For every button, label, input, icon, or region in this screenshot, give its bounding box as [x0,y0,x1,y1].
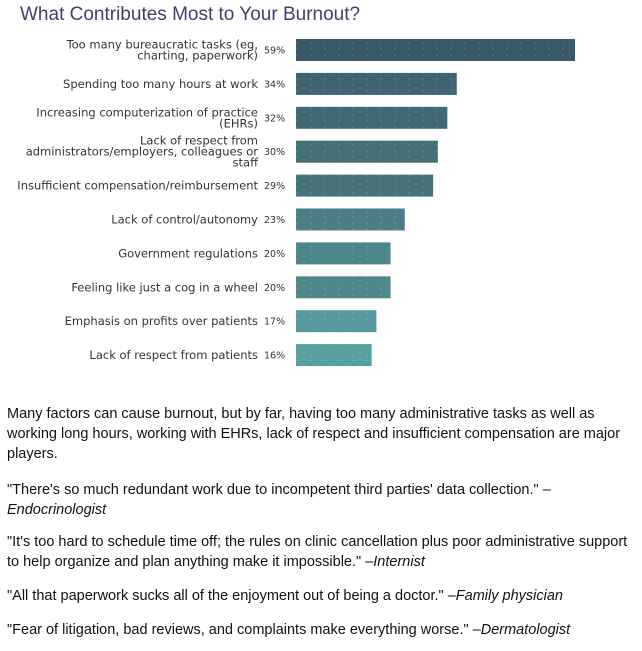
category-label-3: Increasing computerization of practice (E… [36,105,258,130]
value-label-4: 30% [264,147,285,158]
bar-texture-1 [296,39,575,61]
category-label-10: Lack of respect from patients [89,348,258,362]
bar-texture-3 [296,106,448,129]
category-label-1: Too many bureaucratic tasks (eg, charting… [66,38,258,63]
value-label-1: 59% [264,46,285,57]
bar-texture-4 [296,140,438,163]
quote-attribution: –Family physician [447,588,563,604]
quote-text: "It's too hard to schedule time off; the… [7,534,628,570]
bar-texture-10 [296,344,372,367]
bar-texture-5 [296,174,434,197]
quote-family-physician: "All that paperwork sucks all of the enj… [7,586,635,606]
bar-texture-9 [296,310,377,333]
category-label-4: Lack of respect from administrators/emplo… [26,134,259,170]
value-label-7: 20% [264,249,285,260]
summary-paragraph: Many factors can cause burnout, but by f… [7,406,621,462]
category-label-7: Government regulations [118,246,258,260]
bar-texture-2 [296,72,457,95]
quote-internist: "It's too hard to schedule time off; the… [7,532,635,572]
quote-attribution: –Endocrinologist [7,482,551,518]
quote-text: "Fear of litigation, bad reviews, and co… [7,622,473,638]
value-label-9: 17% [264,317,285,328]
quote-endocrinologist: "There's so much redundant work due to i… [7,480,635,520]
chart-marks: 59% Too many bureaucratic tasks (eg, chart… [17,38,575,367]
chart-title: What Contributes Most to Your Burnout? [20,4,361,25]
quote-dermatologist: "Fear of litigation, bad reviews, and co… [7,620,635,640]
quote-attribution: –Internist [365,554,425,570]
quote-text: "All that paperwork sucks all of the enj… [7,588,448,604]
bar-texture-8 [296,276,391,299]
quote-text: "There's so much redundant work due to i… [7,482,543,498]
value-label-10: 16% [264,351,285,362]
category-label-5: Insufficient compensation/reimbursement [17,179,258,193]
value-label-2: 34% [264,79,285,90]
quote-attribution: –Dermatologist [472,622,571,638]
category-label-9: Emphasis on profits over patients [65,314,258,328]
category-label-2: Spending too many hours at work [63,77,258,91]
value-label-6: 23% [264,215,285,226]
category-label-6: Lack of control/autonomy [111,213,258,227]
value-label-3: 32% [264,113,285,124]
category-label-8: Feeling like just a cog in a wheel [71,280,258,294]
value-label-5: 29% [264,181,285,192]
burnout-bar-chart: 59% Too many bureaucratic tasks (eg, chart… [17,38,575,367]
value-label-8: 20% [264,283,285,294]
bar-texture-6 [296,208,405,231]
bar-texture-7 [296,242,391,265]
